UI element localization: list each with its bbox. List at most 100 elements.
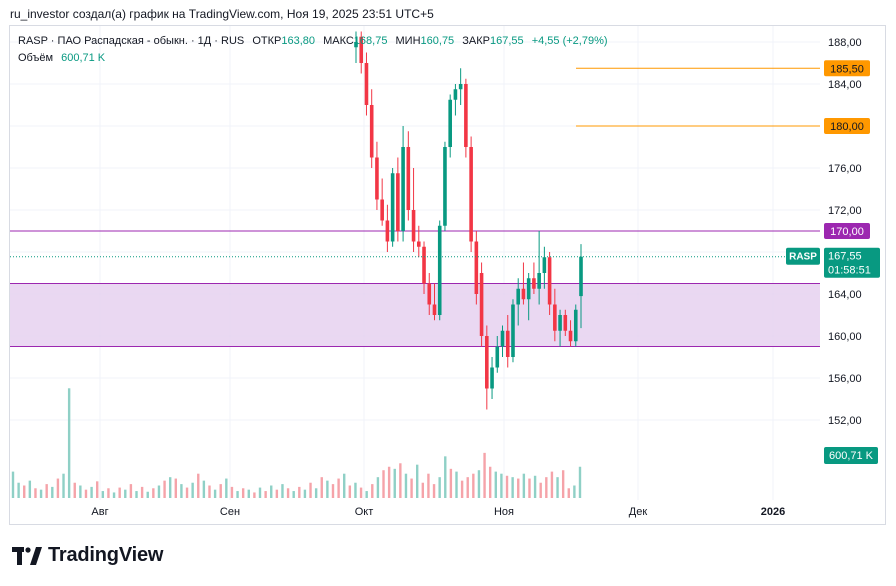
- candle[interactable]: [500, 325, 505, 358]
- volume-bar: [303, 489, 307, 498]
- candle-body: [453, 89, 458, 100]
- volume-bar: [393, 468, 396, 498]
- candle[interactable]: [411, 168, 416, 252]
- volume-value: 600,71 K: [61, 52, 106, 64]
- candle[interactable]: [406, 131, 411, 221]
- candle[interactable]: [422, 241, 426, 295]
- volume-bar: [264, 491, 267, 498]
- candle[interactable]: [448, 94, 452, 158]
- tradingview-logo[interactable]: TradingView: [12, 544, 163, 567]
- candle[interactable]: [558, 309, 562, 347]
- high-value: 168,75: [353, 35, 388, 47]
- candle[interactable]: [547, 252, 552, 315]
- y-tick-label: 156,00: [828, 373, 862, 385]
- volume-bar: [561, 470, 565, 498]
- volume-bar: [410, 478, 413, 498]
- candle[interactable]: [553, 288, 557, 342]
- candle-body: [406, 147, 411, 210]
- candle[interactable]: [568, 320, 573, 347]
- volume-badge-text: 600,71 K: [829, 450, 874, 462]
- candle-body: [354, 42, 358, 48]
- candle[interactable]: [443, 141, 447, 231]
- candle[interactable]: [437, 220, 442, 321]
- volume-bar: [118, 487, 121, 498]
- volume-bar: [528, 478, 531, 498]
- volume-bar: [140, 486, 144, 498]
- candle[interactable]: [532, 262, 536, 295]
- candle[interactable]: [516, 278, 521, 326]
- candle[interactable]: [458, 68, 463, 105]
- ohlc-legend[interactable]: RASP · ПАО Распадская - обыкн. · 1Д · RU…: [18, 35, 608, 47]
- volume-bar: [23, 485, 26, 498]
- candle[interactable]: [505, 315, 510, 368]
- candle-body: [411, 210, 416, 242]
- candle[interactable]: [579, 244, 583, 329]
- candle[interactable]: [385, 204, 390, 252]
- candle-body: [390, 173, 395, 242]
- candle[interactable]: [490, 357, 494, 399]
- volume-bar: [157, 485, 161, 498]
- volume-bar: [404, 473, 408, 498]
- candle[interactable]: [375, 141, 379, 210]
- price-label-badge: [824, 118, 870, 134]
- candle[interactable]: [474, 231, 479, 305]
- volume-bar: [270, 485, 273, 498]
- countdown-text: 01:58:51: [828, 265, 871, 277]
- candle-body: [464, 84, 468, 147]
- volume-bar: [213, 489, 217, 498]
- candle[interactable]: [573, 304, 578, 347]
- candle[interactable]: [563, 309, 568, 336]
- volume-bar: [477, 470, 481, 498]
- candle[interactable]: [537, 231, 541, 305]
- volume-bar: [438, 477, 441, 498]
- volume-bar: [208, 485, 211, 498]
- x-tick-label: Окт: [355, 506, 374, 518]
- candle[interactable]: [521, 262, 526, 305]
- volume-bar: [56, 478, 60, 498]
- candle[interactable]: [479, 262, 484, 347]
- volume-bar: [39, 489, 43, 498]
- candle[interactable]: [485, 325, 489, 410]
- candle[interactable]: [469, 136, 473, 253]
- candle[interactable]: [390, 168, 395, 247]
- candle[interactable]: [495, 336, 500, 373]
- volume-bar: [45, 484, 48, 498]
- volume-bar: [550, 471, 554, 498]
- candle[interactable]: [380, 178, 384, 226]
- candle[interactable]: [542, 246, 547, 289]
- volume-bar: [533, 475, 537, 498]
- candle[interactable]: [416, 225, 421, 258]
- volume-bar: [511, 477, 514, 498]
- candle[interactable]: [511, 299, 515, 363]
- candle[interactable]: [354, 31, 358, 64]
- candle[interactable]: [432, 283, 437, 321]
- candle-body: [401, 147, 405, 231]
- close-value: 167,55: [489, 35, 524, 47]
- volume-legend[interactable]: Объём 600,71 K: [18, 52, 105, 64]
- volume-bar: [163, 480, 166, 498]
- y-tick-label: 188,00: [828, 37, 862, 49]
- candle[interactable]: [359, 31, 364, 74]
- volume-bar: [236, 491, 239, 498]
- candle[interactable]: [427, 273, 432, 315]
- y-tick-label: 164,00: [828, 289, 862, 301]
- candle-body: [532, 278, 536, 289]
- candle[interactable]: [526, 273, 531, 321]
- volume-bar: [488, 466, 492, 498]
- volume-bar: [180, 484, 183, 498]
- candle[interactable]: [401, 126, 405, 242]
- candle[interactable]: [364, 52, 369, 116]
- candle[interactable]: [369, 89, 374, 168]
- candle[interactable]: [453, 84, 458, 116]
- volume-bar: [444, 456, 447, 498]
- volume-bar: [573, 485, 576, 498]
- candle-body: [511, 304, 515, 357]
- candle[interactable]: [396, 157, 400, 242]
- tradingview-logo-icon: [12, 546, 42, 565]
- candle-body: [521, 288, 526, 300]
- volume-bar: [168, 477, 172, 498]
- candle[interactable]: [464, 78, 468, 158]
- chart-frame[interactable]: [9, 25, 886, 525]
- low-value: 160,75: [420, 35, 455, 47]
